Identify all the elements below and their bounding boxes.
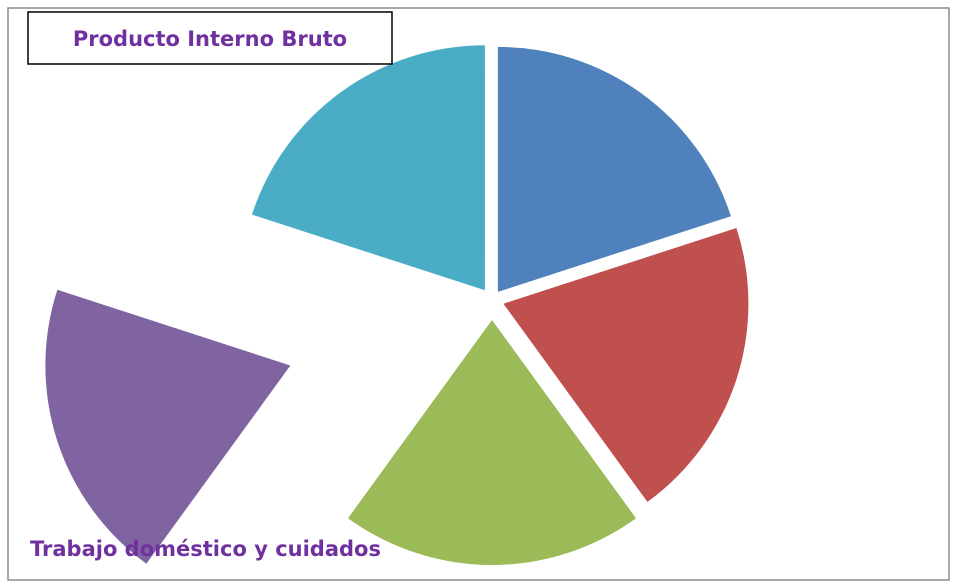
pie [45,45,749,565]
pie-slice [251,45,485,291]
pie-slice [347,320,637,565]
title-box [27,11,393,65]
annotation: Trabajo doméstico y cuidados [30,537,381,561]
chart-title: Producto Interno Bruto [73,27,347,51]
pie-slice [497,46,731,292]
pie-slice [45,289,291,564]
pie-slice [503,227,749,502]
